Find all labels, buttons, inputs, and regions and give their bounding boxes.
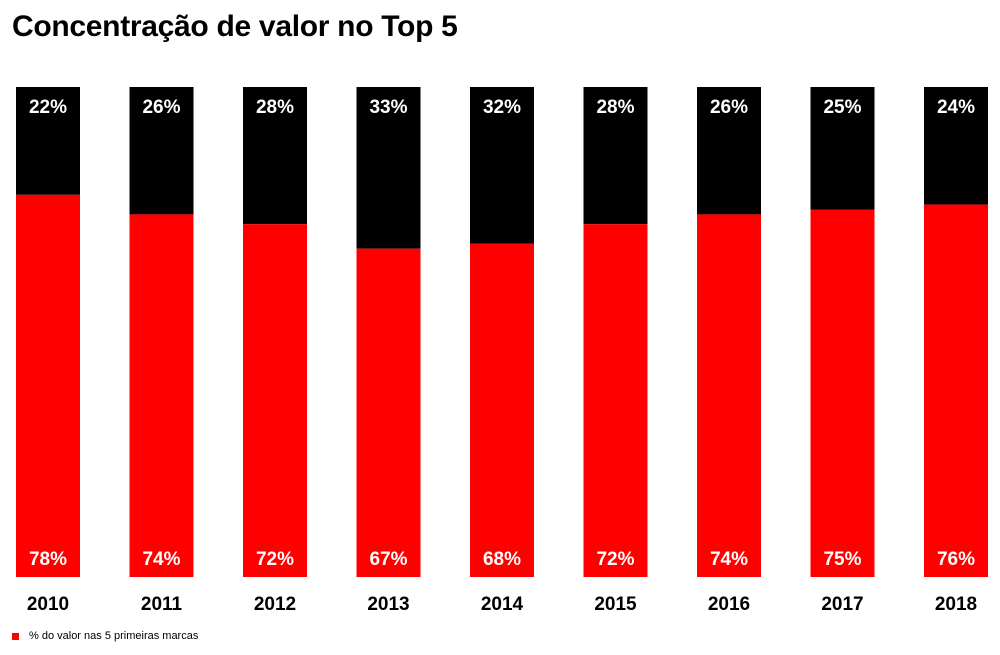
data-label-top5-2010: 78%: [29, 549, 67, 570]
data-label-rest-2014: 32%: [483, 97, 521, 118]
data-label-top5-2011: 74%: [142, 549, 180, 570]
data-label-top5-2013: 67%: [369, 549, 407, 570]
data-label-rest-2012: 28%: [256, 97, 294, 118]
bar-segment-top5-2018: [924, 204, 988, 577]
legend-label: % do valor nas 5 primeiras marcas: [29, 630, 199, 642]
x-tick-label-2014: 2014: [481, 594, 524, 615]
bar-segment-top5-2010: [16, 194, 80, 578]
bar-segment-top5-2011: [129, 214, 194, 577]
bar-segment-rest-2017: [810, 87, 875, 210]
x-tick-label-2013: 2013: [367, 594, 409, 615]
bar-segment-top5-2013: [356, 248, 421, 577]
bar-segment-rest-2011: [129, 87, 194, 215]
x-tick-label-2018: 2018: [935, 594, 977, 615]
data-label-rest-2018: 24%: [937, 97, 975, 118]
bar-segment-top5-2014: [470, 243, 534, 578]
data-label-top5-2015: 72%: [596, 549, 634, 570]
bar-segment-rest-2013: [356, 87, 421, 249]
data-label-rest-2015: 28%: [596, 97, 634, 118]
data-label-rest-2013: 33%: [369, 97, 407, 118]
bar-segment-rest-2018: [924, 87, 988, 205]
bar-segment-rest-2012: [243, 87, 307, 225]
bar-segment-rest-2016: [697, 87, 761, 215]
data-label-top5-2012: 72%: [256, 549, 294, 570]
data-label-rest-2016: 26%: [710, 97, 748, 118]
x-tick-label-2011: 2011: [141, 594, 183, 615]
data-label-rest-2011: 26%: [142, 97, 180, 118]
bar-segment-rest-2010: [16, 87, 80, 195]
x-tick-label-2016: 2016: [708, 594, 750, 615]
stacked-bar-chart: 22% 78% 2010 26% 74% 2011 28% 72% 2012 33% 67% 2013…: [16, 87, 988, 615]
data-label-rest-2010: 22%: [29, 97, 67, 118]
data-label-top5-2016: 74%: [710, 549, 748, 570]
bar-segment-rest-2015: [583, 87, 648, 225]
chart-title: Concentração de valor no Top 5: [12, 10, 458, 43]
bar-segment-rest-2014: [470, 87, 534, 244]
legend-swatch: [12, 632, 19, 640]
x-tick-label-2017: 2017: [821, 594, 863, 615]
bar-segment-top5-2016: [697, 214, 761, 577]
data-label-top5-2018: 76%: [937, 549, 975, 570]
x-tick-label-2010: 2010: [27, 594, 69, 615]
bar-segment-top5-2012: [243, 224, 307, 577]
x-tick-label-2015: 2015: [594, 594, 637, 615]
x-tick-label-2012: 2012: [254, 594, 296, 615]
bar-segment-top5-2017: [810, 209, 875, 577]
bar-segment-top5-2015: [583, 224, 648, 577]
data-label-top5-2014: 68%: [483, 549, 521, 570]
data-label-rest-2017: 25%: [823, 97, 861, 118]
legend: % do valor nas 5 primeiras marcas: [12, 629, 198, 643]
data-label-top5-2017: 75%: [823, 549, 861, 570]
